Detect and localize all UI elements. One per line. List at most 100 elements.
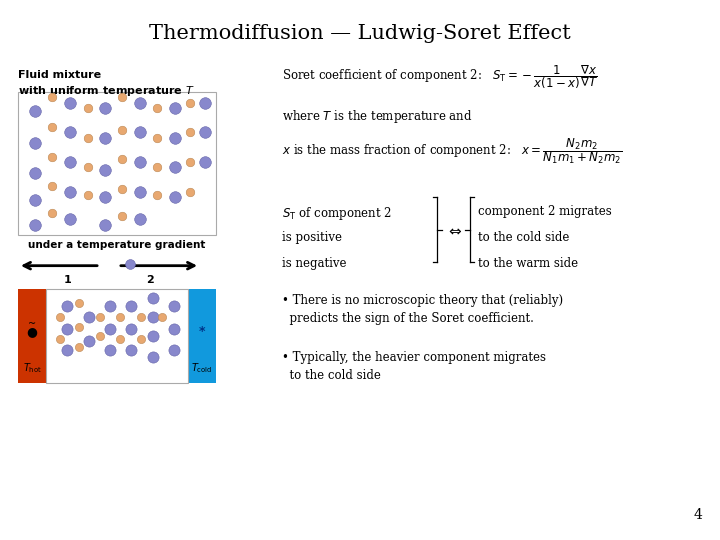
Point: [125, 301, 137, 310]
Point: [199, 158, 211, 166]
Point: [99, 221, 111, 230]
Point: [82, 104, 94, 112]
Text: ~: ~: [28, 319, 36, 329]
Text: 2: 2: [146, 275, 154, 286]
Point: [94, 313, 106, 321]
Point: [151, 163, 163, 172]
Text: • There is no microscopic theory that (reliably)
  predicts the sign of the Sore: • There is no microscopic theory that (r…: [282, 294, 563, 325]
Point: [168, 301, 179, 310]
Point: [64, 214, 76, 223]
Point: [83, 336, 94, 345]
Bar: [18, 92, 216, 235]
Text: $\Leftrightarrow$: $\Leftrightarrow$: [446, 222, 464, 237]
Point: [147, 353, 158, 361]
Text: *: *: [199, 325, 205, 338]
Point: [151, 133, 163, 142]
Point: [73, 322, 84, 331]
Text: is positive: is positive: [282, 231, 342, 244]
Point: [73, 343, 84, 352]
Point: [135, 313, 147, 321]
Text: 1: 1: [64, 275, 72, 286]
Text: Soret coefficient of component 2:   $S_\mathrm{T} = -\dfrac{1}{x(1-x)} \dfrac{\n: Soret coefficient of component 2: $S_\ma…: [282, 64, 598, 91]
Point: [116, 212, 127, 220]
Point: [64, 158, 76, 166]
Point: [184, 128, 196, 137]
Point: [46, 93, 58, 102]
Point: [116, 93, 127, 102]
Point: [99, 193, 111, 201]
Point: [83, 313, 94, 321]
Point: [61, 301, 73, 310]
Text: under a temperature gradient: under a temperature gradient: [28, 240, 206, 251]
Point: [157, 313, 168, 321]
Point: [199, 98, 211, 107]
Text: with uniform temperature $T$: with uniform temperature $T$: [18, 84, 195, 98]
Point: [94, 332, 106, 341]
Point: [169, 133, 181, 142]
Point: [168, 324, 179, 333]
Text: Thermodiffusion — Ludwig-Soret Effect: Thermodiffusion — Ludwig-Soret Effect: [149, 24, 571, 43]
Point: [64, 187, 76, 196]
Point: [30, 168, 41, 177]
Point: [82, 133, 94, 142]
Point: [114, 335, 125, 343]
Point: [82, 163, 94, 172]
Point: [184, 187, 196, 196]
Point: [73, 299, 84, 307]
Point: [46, 152, 58, 161]
Point: [151, 104, 163, 112]
Point: [55, 313, 66, 321]
Point: [134, 214, 145, 223]
Point: [30, 221, 41, 230]
Point: [46, 209, 58, 218]
Text: to the warm side: to the warm side: [478, 257, 578, 270]
Text: Fluid mixture: Fluid mixture: [18, 70, 101, 80]
Bar: [46, 289, 188, 383]
Point: [114, 313, 125, 321]
Point: [104, 346, 116, 355]
Point: [134, 187, 145, 196]
Text: $T_\mathrm{hot}$: $T_\mathrm{hot}$: [22, 362, 42, 375]
Point: [125, 324, 137, 333]
Point: [55, 335, 66, 343]
Point: [199, 128, 211, 137]
Text: $T_\mathrm{cold}$: $T_\mathrm{cold}$: [192, 362, 212, 375]
Point: [61, 346, 73, 355]
Point: [99, 133, 111, 142]
Text: 4: 4: [693, 508, 702, 522]
Point: [147, 294, 158, 302]
Point: [169, 104, 181, 112]
Point: [134, 158, 145, 166]
Point: [46, 123, 58, 131]
Point: [30, 195, 41, 204]
Point: [147, 313, 158, 321]
Point: [125, 259, 136, 268]
Text: is negative: is negative: [282, 257, 346, 270]
Point: [184, 98, 196, 107]
Text: • Typically, the heavier component migrates
  to the cold side: • Typically, the heavier component migra…: [282, 351, 546, 382]
Point: [46, 182, 58, 191]
Point: [64, 98, 76, 107]
Point: [99, 104, 111, 112]
Point: [168, 346, 179, 355]
Point: [104, 324, 116, 333]
Point: [125, 346, 137, 355]
Point: [151, 191, 163, 200]
Point: [169, 193, 181, 201]
Point: [30, 106, 41, 115]
Point: [82, 191, 94, 200]
Point: [64, 128, 76, 137]
Point: [134, 98, 145, 107]
Point: [104, 301, 116, 310]
Point: [116, 155, 127, 164]
Point: [116, 185, 127, 193]
Point: [169, 163, 181, 172]
Bar: [188, 289, 216, 383]
Point: [30, 139, 41, 147]
Text: ●: ●: [27, 325, 37, 338]
Text: $x$ is the mass fraction of component 2:   $x = \dfrac{N_2 m_2}{N_1 m_1 + N_2 m_: $x$ is the mass fraction of component 2:…: [282, 136, 622, 166]
Bar: [18, 289, 46, 383]
Text: to the cold side: to the cold side: [478, 231, 570, 244]
Text: component 2 migrates: component 2 migrates: [478, 205, 612, 218]
Point: [99, 166, 111, 174]
